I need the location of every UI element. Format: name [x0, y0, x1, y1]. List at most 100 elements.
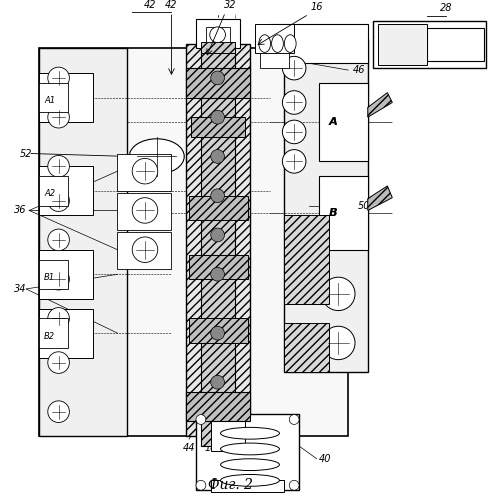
Text: A1: A1	[44, 96, 55, 105]
Bar	[211, 480, 284, 492]
Circle shape	[289, 480, 299, 490]
Circle shape	[48, 106, 69, 128]
Text: 40: 40	[319, 454, 331, 464]
Ellipse shape	[129, 139, 184, 174]
Bar	[260, 54, 289, 68]
Circle shape	[282, 120, 306, 144]
Text: 36: 36	[14, 206, 27, 216]
Text: B2: B2	[44, 332, 55, 340]
Bar	[39, 73, 93, 122]
Bar	[255, 24, 294, 54]
Ellipse shape	[284, 35, 296, 52]
Circle shape	[196, 480, 206, 490]
Ellipse shape	[221, 428, 279, 439]
Ellipse shape	[221, 474, 279, 486]
Bar	[39, 260, 68, 289]
Bar	[189, 318, 248, 343]
Ellipse shape	[271, 35, 283, 52]
Circle shape	[48, 156, 69, 177]
Circle shape	[322, 326, 355, 360]
Circle shape	[211, 268, 225, 281]
Text: 46: 46	[353, 65, 366, 75]
Bar	[117, 154, 172, 191]
Text: B: B	[330, 208, 337, 218]
Text: Фиг. 2: Фиг. 2	[208, 478, 253, 492]
Circle shape	[196, 414, 206, 424]
Bar	[269, 24, 368, 63]
Circle shape	[48, 67, 69, 88]
Ellipse shape	[259, 35, 270, 52]
Bar	[378, 24, 427, 65]
Text: 28: 28	[440, 3, 453, 13]
Bar	[39, 48, 127, 436]
Bar	[319, 83, 368, 162]
Circle shape	[289, 414, 299, 424]
Bar	[186, 392, 250, 422]
Bar	[189, 254, 248, 279]
Circle shape	[211, 189, 225, 202]
Text: 44: 44	[183, 443, 196, 453]
Circle shape	[48, 352, 69, 374]
Bar	[284, 324, 328, 372]
Text: 32: 32	[224, 0, 237, 10]
Bar	[39, 166, 93, 216]
Bar	[284, 38, 368, 372]
Text: 42: 42	[165, 0, 178, 10]
Text: 52: 52	[19, 148, 32, 158]
Bar	[39, 308, 93, 358]
Circle shape	[211, 376, 225, 389]
Text: 50: 50	[358, 200, 370, 210]
Bar	[39, 318, 68, 348]
Bar	[39, 48, 348, 436]
Circle shape	[211, 326, 225, 340]
Circle shape	[132, 237, 158, 262]
Circle shape	[48, 229, 69, 250]
Circle shape	[132, 198, 158, 223]
Bar	[427, 28, 484, 62]
Bar	[196, 19, 240, 48]
Bar	[39, 250, 93, 299]
Text: A: A	[329, 117, 338, 127]
Circle shape	[132, 158, 158, 184]
Circle shape	[282, 90, 306, 114]
Bar	[189, 196, 248, 220]
Text: B1: B1	[44, 272, 55, 281]
Circle shape	[282, 150, 306, 173]
Bar	[117, 193, 172, 230]
Text: B: B	[329, 208, 338, 218]
Circle shape	[211, 228, 225, 242]
Bar	[373, 21, 486, 68]
Bar	[39, 176, 68, 206]
Circle shape	[48, 401, 69, 422]
Bar	[117, 232, 172, 270]
Bar	[206, 27, 231, 42]
Polygon shape	[368, 92, 392, 117]
Bar	[186, 68, 250, 98]
Text: 48: 48	[226, 443, 239, 453]
Circle shape	[211, 71, 225, 85]
Circle shape	[322, 277, 355, 310]
Circle shape	[211, 150, 225, 164]
Bar	[186, 44, 250, 436]
Circle shape	[282, 56, 306, 80]
Polygon shape	[368, 186, 392, 210]
Ellipse shape	[221, 459, 279, 470]
Bar	[191, 117, 245, 137]
Text: 42: 42	[144, 0, 156, 10]
Bar	[201, 42, 235, 54]
Circle shape	[211, 110, 225, 124]
Circle shape	[48, 190, 69, 212]
Circle shape	[48, 308, 69, 329]
Bar	[284, 216, 328, 304]
Bar	[201, 34, 235, 446]
Bar	[211, 412, 245, 451]
Text: 16: 16	[310, 2, 323, 12]
Ellipse shape	[221, 443, 279, 455]
Text: 34: 34	[14, 284, 27, 294]
Circle shape	[48, 268, 69, 290]
Bar	[319, 176, 368, 250]
Bar	[196, 414, 299, 490]
Circle shape	[210, 27, 226, 42]
Text: 18: 18	[205, 443, 217, 453]
Text: A: A	[330, 117, 337, 127]
